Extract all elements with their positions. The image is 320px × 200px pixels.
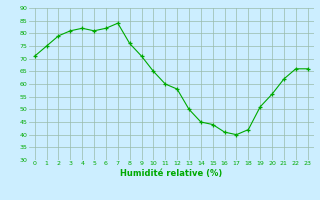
X-axis label: Humidité relative (%): Humidité relative (%): [120, 169, 222, 178]
